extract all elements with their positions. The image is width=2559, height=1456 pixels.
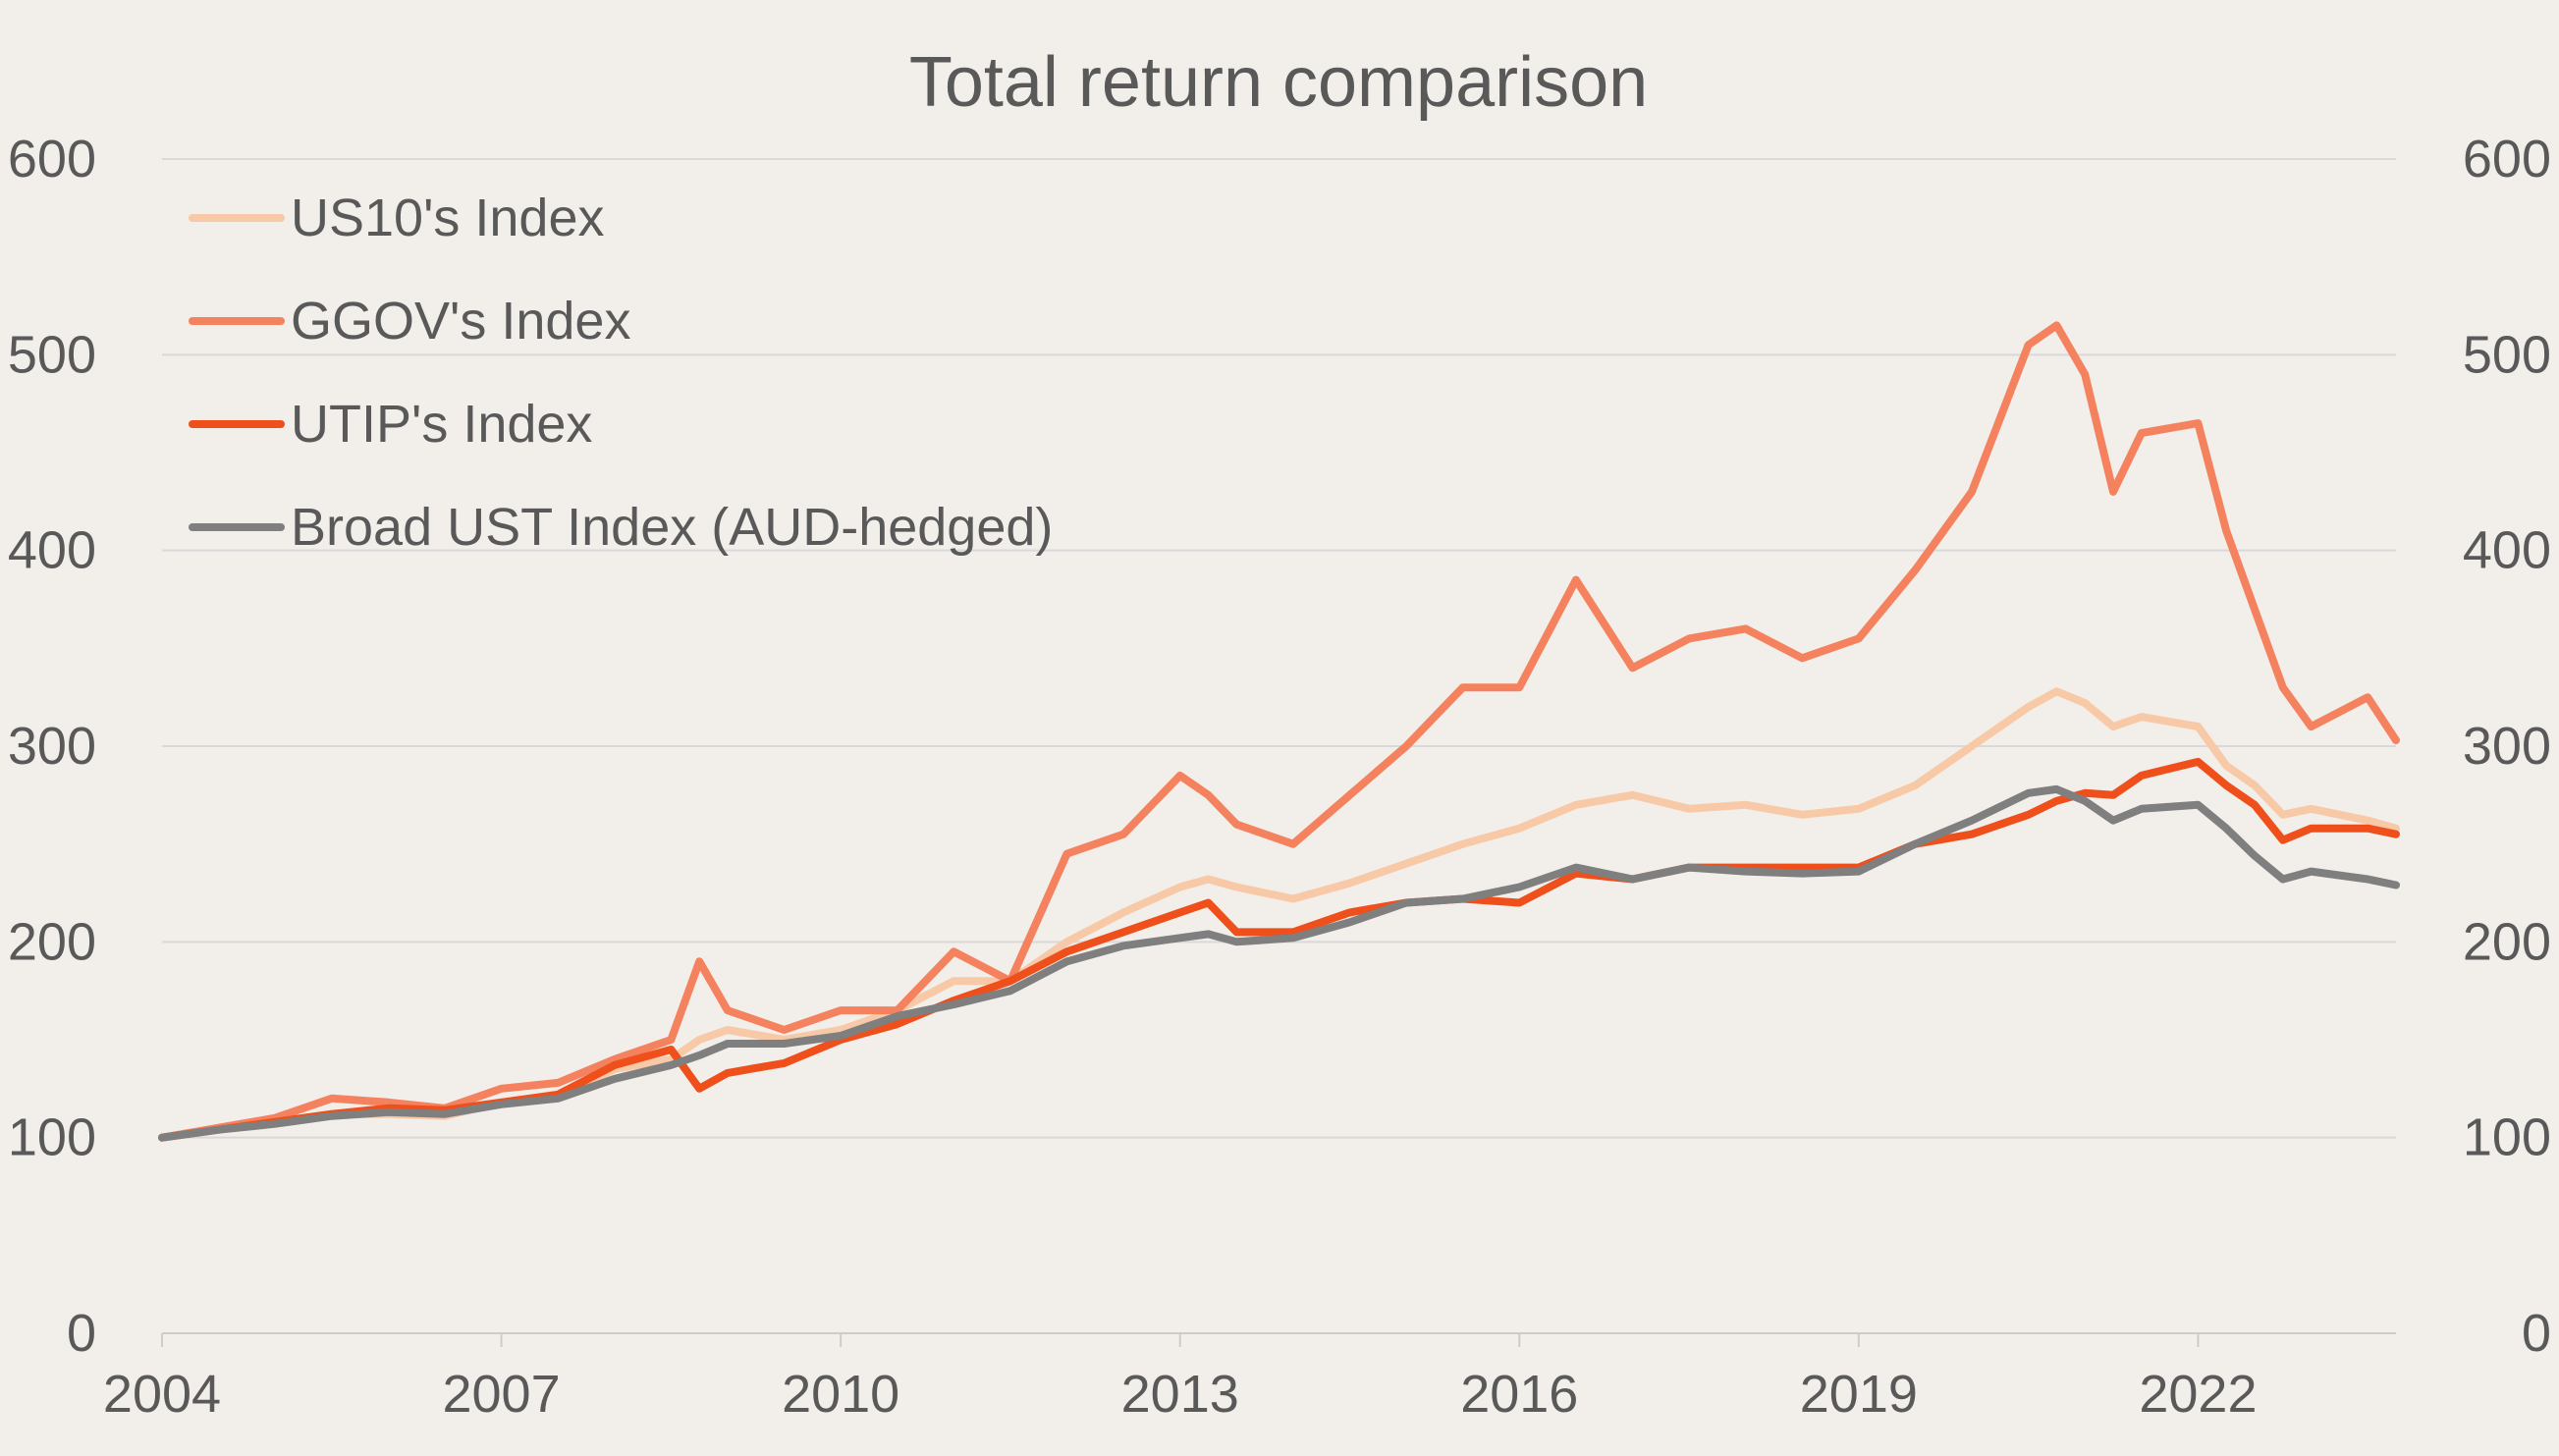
y-tick-left-300: 300 (8, 717, 96, 776)
x-tick-2004: 2004 (103, 1365, 221, 1424)
y-tick-right-100: 100 (2463, 1108, 2551, 1167)
x-tick-2019: 2019 (1800, 1365, 1918, 1424)
x-tick-2007: 2007 (442, 1365, 560, 1424)
y-tick-left-100: 100 (8, 1108, 96, 1167)
x-tick-2022: 2022 (2139, 1365, 2257, 1424)
chart-title: Total return comparison (909, 43, 1648, 122)
legend: US10's Index GGOV's Index UTIP's Index Broa… (189, 189, 1053, 557)
x-tick-2016: 2016 (1460, 1365, 1578, 1424)
series-line-0 (158, 687, 2400, 1142)
y-tick-right-300: 300 (2463, 717, 2551, 776)
y-tick-right-200: 200 (2463, 912, 2551, 971)
y-tick-left-400: 400 (8, 521, 96, 580)
series-line-3 (158, 784, 2400, 1142)
legend-label-1: GGOV's Index (291, 292, 630, 351)
y-tick-right-400: 400 (2463, 521, 2551, 580)
x-axis: 2004 2007 2010 2013 2016 2019 2022 (103, 1332, 2396, 1424)
x-tick-2013: 2013 (1121, 1365, 1239, 1424)
y-tick-right-600: 600 (2463, 130, 2551, 189)
y-tick-left-600: 600 (8, 130, 96, 189)
y-tick-left-500: 500 (8, 325, 96, 384)
legend-label-2: UTIP's Index (291, 395, 592, 454)
series-line-1 (158, 321, 2400, 1142)
y-tick-right-0: 0 (2522, 1304, 2551, 1363)
y-tick-left-0: 0 (67, 1304, 96, 1363)
y-tick-right-500: 500 (2463, 325, 2551, 384)
series-lines (158, 321, 2400, 1142)
y-axis-right: 0 100 200 300 400 500 600 (2463, 130, 2551, 1363)
x-tick-2010: 2010 (782, 1365, 899, 1424)
y-axis-left: 0 100 200 300 400 500 600 (8, 130, 96, 1363)
series-line-2 (158, 757, 2400, 1142)
legend-label-3: Broad UST Index (AUD-hedged) (291, 498, 1053, 557)
legend-label-0: US10's Index (291, 189, 605, 247)
y-tick-left-200: 200 (8, 912, 96, 971)
